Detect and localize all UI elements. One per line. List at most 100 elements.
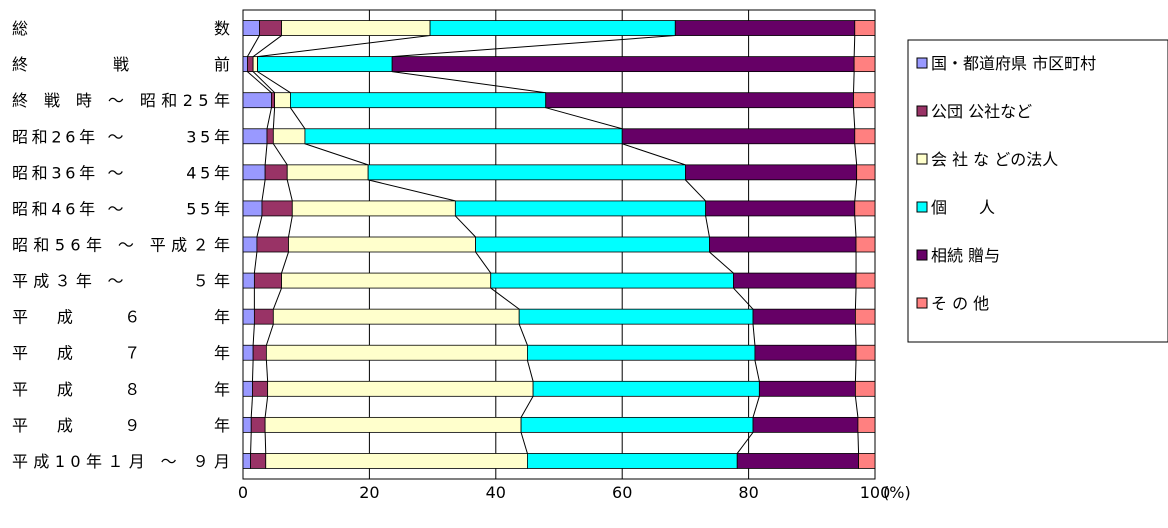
bar-segment: [733, 272, 857, 289]
bar-segment: [272, 308, 520, 325]
bar-segment: [855, 272, 876, 289]
bar-segment: [259, 20, 282, 36]
connector-line: [272, 107, 276, 129]
legend-label: 会 社 な どの法人: [931, 150, 1058, 169]
bar-segment: [854, 200, 876, 217]
legend-swatch: [916, 249, 928, 261]
bar-segment: [242, 380, 253, 397]
bar-segment: [621, 128, 856, 145]
legend-label: 相続 贈与: [931, 246, 1000, 265]
bar-segment: [754, 344, 857, 361]
category-label: 平 成 ６ 年: [12, 308, 230, 327]
connector-line: [265, 360, 269, 382]
bars: [242, 20, 876, 469]
bar-segment: [242, 344, 254, 361]
bar-segment: [705, 200, 856, 217]
connector-line: [253, 251, 258, 274]
bar-segment: [242, 453, 251, 469]
legend-label: そ の 他: [931, 294, 989, 313]
connector-line: [272, 143, 288, 166]
connector-line: [281, 251, 289, 274]
bar-segment: [854, 128, 876, 145]
connector-line: [266, 107, 272, 129]
bar-segment: [267, 380, 534, 397]
bar-segment: [286, 164, 369, 181]
x-tick-label: 0: [238, 483, 248, 502]
connector-line: [705, 215, 710, 238]
bar-segment: [247, 56, 254, 73]
x-tick-label: 40: [486, 483, 506, 502]
connector-line: [475, 251, 492, 274]
category-label: 昭和36年 ～ 45年: [12, 163, 230, 182]
connector-line: [736, 432, 754, 454]
connector-line: [251, 360, 254, 382]
connector-line: [854, 396, 859, 418]
bar-segment: [252, 344, 267, 361]
bar-segment: [855, 344, 876, 361]
bar-segment: [304, 128, 623, 145]
legend-box: [907, 39, 1168, 343]
connector-line: [257, 71, 291, 94]
bar-segment: [291, 200, 456, 217]
bar-segment: [265, 344, 528, 361]
bar-segment: [274, 92, 291, 109]
bar-segment: [250, 453, 267, 469]
bar-segment: [264, 416, 522, 433]
category-label: 終 戦 時 ～ 昭和25年: [12, 91, 230, 110]
bar-segment: [856, 164, 876, 181]
category-label: 平 成 ７ 年: [12, 344, 230, 363]
connector-line: [304, 143, 369, 166]
bar-segment: [855, 380, 876, 397]
bar-segment: [242, 164, 266, 181]
bar-segment: [518, 308, 754, 325]
bar-segment: [858, 453, 876, 469]
connector-line: [733, 287, 754, 310]
connector-line: [545, 107, 623, 130]
bar-segment: [288, 236, 476, 253]
bar-segment: [266, 128, 274, 145]
legend-swatch: [916, 297, 928, 309]
connector-line: [252, 35, 282, 58]
connector-line: [264, 396, 269, 418]
connector-line: [685, 179, 706, 202]
connector-line: [754, 360, 760, 382]
connector-line: [520, 396, 534, 418]
bar-segment: [520, 416, 754, 433]
x-tick-labels: 0 20 40 60 80 100: [238, 483, 890, 502]
connector-line: [854, 179, 858, 201]
connector-line: [854, 143, 858, 165]
bar-segment: [253, 308, 274, 325]
bar-segment: [429, 20, 676, 36]
bar-segment: [454, 200, 707, 217]
connector-line: [246, 35, 260, 57]
bar-segment: [532, 380, 760, 397]
connector-line: [250, 396, 253, 418]
x-tick-label: 80: [738, 483, 758, 502]
bar-segment: [242, 236, 258, 253]
bar-segment: [289, 92, 547, 109]
bar-segment: [527, 453, 738, 469]
legend-swatch: [916, 105, 928, 117]
connector-line: [250, 432, 252, 454]
connector-line: [490, 287, 520, 310]
category-label: 平成10年１月 ～ ９月: [12, 452, 230, 471]
connector-line: [520, 432, 528, 454]
bar-segment: [854, 20, 876, 36]
bar-segment: [252, 56, 258, 73]
bar-segment: [758, 380, 856, 397]
bar-segment: [855, 236, 876, 253]
bar-segment: [253, 272, 282, 289]
category-label: 平成３年 ～ ５年: [12, 272, 230, 291]
connector-line: [853, 71, 855, 93]
bar-segment: [281, 20, 431, 36]
connector-line: [392, 71, 546, 94]
connector-line: [264, 432, 267, 454]
connector-line: [752, 396, 760, 418]
connector-line: [857, 432, 860, 454]
connector-line: [368, 179, 456, 202]
legend-label: 国・都道府県 市区町村: [931, 54, 1096, 73]
bar-segment: [857, 416, 876, 433]
category-label: 昭和56年 ～ 平成２年: [12, 236, 230, 255]
legend-label: 個 人: [931, 198, 995, 217]
category-label: 昭和46年 ～ 55年: [12, 199, 230, 218]
